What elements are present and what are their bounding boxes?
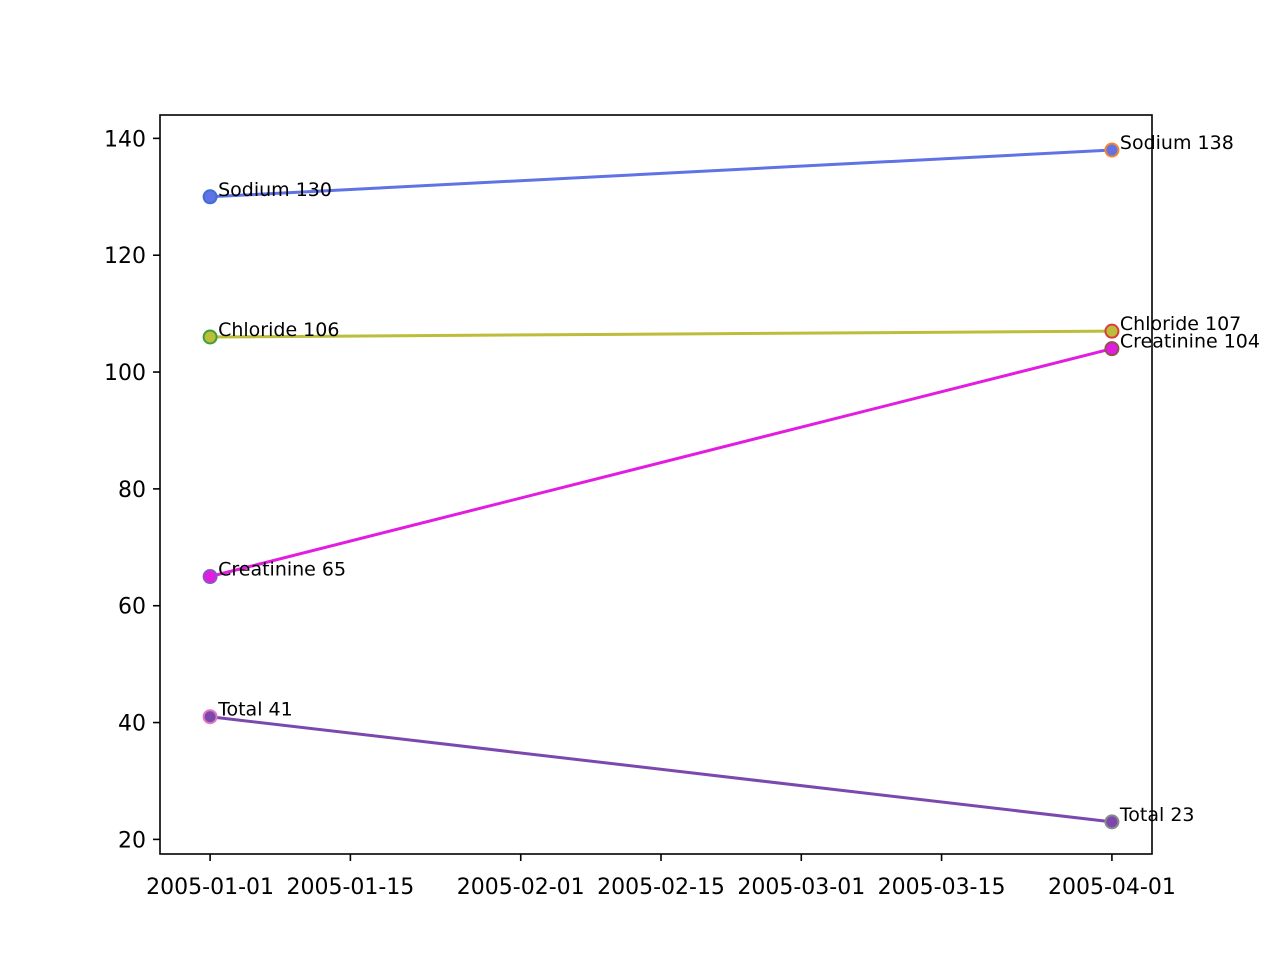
y-tick-label: 80 (118, 478, 146, 503)
plot-frame (159, 114, 1153, 855)
y-tick-label: 100 (104, 361, 146, 386)
y-tick-label: 120 (104, 244, 146, 269)
y-tick-label: 60 (118, 595, 146, 620)
data-label: Chloride 106 (218, 319, 339, 341)
series-line (210, 148, 1112, 199)
y-axis: 20 40 60 80 100 120 140 (104, 127, 160, 853)
data-label: Creatinine 104 (1120, 331, 1260, 353)
data-point (202, 329, 218, 345)
data-point (1104, 814, 1120, 830)
y-tick-label: 40 (118, 712, 146, 737)
series-line (209, 347, 1113, 578)
y-tick-label: 140 (104, 127, 146, 152)
series-0: Sodium 130 Sodium 138 (202, 132, 1234, 205)
series-1: Chloride 106 Chloride 107 (202, 313, 1241, 345)
x-tick-label: 2005-01-01 (146, 875, 274, 900)
data-label: Chloride 107 (1120, 313, 1241, 335)
data-label: Total 23 (1119, 804, 1195, 826)
series-line (209, 715, 1113, 824)
data-point (202, 569, 218, 585)
x-tick-label: 2005-03-15 (878, 875, 1006, 900)
x-tick-label: 2005-03-01 (737, 875, 865, 900)
x-tick-label: 2005-02-15 (597, 875, 725, 900)
data-label: Sodium 130 (218, 179, 332, 201)
x-tick-label: 2005-02-01 (457, 875, 585, 900)
data-label: Sodium 138 (1120, 132, 1234, 154)
series-3: Total 41 Total 23 (202, 699, 1195, 830)
data-label: Total 41 (217, 699, 293, 721)
x-axis: 2005-01-01 2005-01-15 2005-02-01 2005-02-15… (146, 854, 1176, 900)
data-point (202, 189, 218, 205)
x-tick-label: 2005-04-01 (1048, 875, 1176, 900)
data-point (202, 709, 218, 725)
data-label: Creatinine 65 (218, 559, 346, 581)
data-point (1104, 341, 1120, 357)
series-line (210, 329, 1112, 339)
x-tick-label: 2005-01-15 (286, 875, 414, 900)
series-2: Creatinine 65 Creatinine 104 (202, 331, 1260, 585)
y-tick-label: 20 (118, 828, 146, 853)
data-point (1104, 142, 1120, 158)
data-point (1104, 323, 1120, 339)
